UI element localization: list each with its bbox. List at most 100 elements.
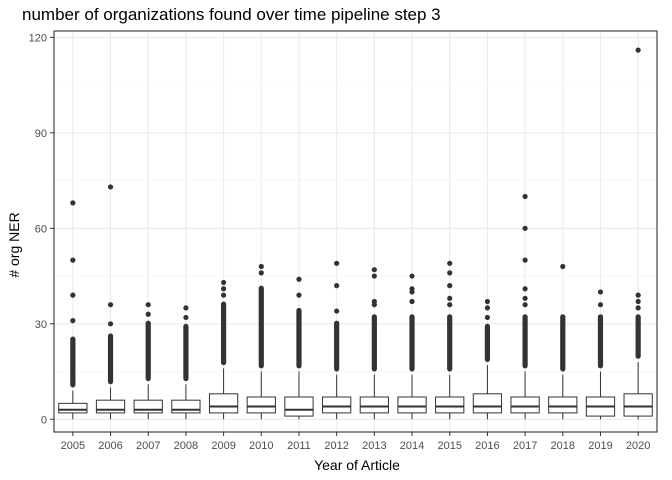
- outlier-point: [597, 302, 604, 308]
- outlier-point: [107, 321, 114, 327]
- x-tick-label: 2011: [287, 440, 311, 452]
- x-tick-label: 2009: [211, 440, 235, 452]
- box-iqr: [435, 396, 465, 414]
- outlier-point: [107, 302, 114, 308]
- outlier-cluster: [107, 333, 114, 385]
- x-tick-label: 2005: [61, 440, 85, 452]
- box-iqr: [58, 402, 88, 414]
- box-iqr: [133, 399, 163, 414]
- x-tick-label: 2006: [98, 440, 122, 452]
- x-tick-label: 2007: [136, 440, 160, 452]
- outlier-point: [409, 286, 415, 292]
- chart-title: number of organizations found over time …: [22, 5, 441, 24]
- outlier-point: [220, 292, 227, 298]
- outlier-point: [258, 270, 264, 276]
- x-tick-label: 2020: [626, 440, 650, 452]
- x-axis-title: Year of Article: [314, 457, 400, 473]
- outlier-point: [447, 270, 453, 276]
- outlier-point: [635, 298, 641, 305]
- y-tick-label: 120: [29, 32, 47, 44]
- box-iqr: [397, 396, 427, 414]
- x-tick-label: 2015: [437, 440, 461, 452]
- box-iqr: [548, 396, 578, 414]
- y-tick-label: 60: [35, 223, 47, 235]
- box-iqr: [322, 396, 352, 414]
- outlier-point: [484, 314, 491, 321]
- outlier-point: [70, 292, 76, 298]
- outlier-cluster: [484, 323, 491, 362]
- outlier-point: [447, 260, 453, 266]
- outlier-point: [522, 193, 528, 200]
- box-iqr: [208, 393, 239, 414]
- outlier-point: [70, 200, 76, 206]
- box-iqr: [171, 399, 201, 414]
- x-tick-label: 2008: [174, 440, 198, 452]
- outlier-point: [296, 276, 302, 282]
- x-tick-label: 2010: [249, 440, 273, 452]
- outlier-point: [371, 298, 377, 305]
- outlier-point: [522, 286, 528, 292]
- x-tick-label: 2016: [475, 440, 499, 452]
- y-tick-label: 30: [35, 319, 47, 331]
- outlier-point: [522, 302, 528, 308]
- box-iqr: [284, 396, 314, 417]
- x-tick-label: 2013: [362, 440, 386, 452]
- outlier-point: [220, 286, 227, 292]
- outlier-cluster: [371, 314, 377, 372]
- box-iqr: [246, 396, 276, 414]
- outlier-point: [296, 292, 302, 298]
- outlier-point: [145, 302, 151, 308]
- y-tick-label: 90: [35, 128, 47, 140]
- outlier-point: [70, 318, 76, 324]
- outlier-cluster: [70, 336, 76, 388]
- outlier-cluster: [409, 314, 415, 372]
- outlier-point: [409, 298, 415, 305]
- outlier-cluster: [220, 301, 227, 366]
- outlier-point: [107, 184, 114, 190]
- outlier-point: [409, 273, 415, 279]
- outlier-point: [70, 257, 76, 263]
- outlier-point: [635, 292, 641, 298]
- outlier-point: [560, 263, 566, 270]
- outlier-cluster: [447, 314, 453, 372]
- x-tick-label: 2018: [551, 440, 575, 452]
- x-tick-label: 2019: [588, 440, 612, 452]
- x-tick-label: 2017: [513, 440, 537, 452]
- outlier-cluster: [597, 314, 604, 369]
- outlier-point: [258, 263, 264, 270]
- x-tick-label: 2014: [400, 440, 424, 452]
- y-axis-title: # org NER: [6, 212, 22, 277]
- panel-border: [53, 30, 658, 433]
- box-iqr: [510, 396, 540, 414]
- outlier-point: [447, 295, 453, 301]
- outlier-point: [522, 257, 528, 263]
- box-iqr: [623, 393, 653, 417]
- plot-area: 0 30 60 90 120 2005 2006 2007 2008 2009 2010 2011 20…: [29, 30, 658, 452]
- outlier-point: [522, 225, 528, 231]
- outlier-point: [334, 308, 340, 314]
- outlier-point: [183, 305, 189, 311]
- outlier-point: [145, 311, 151, 317]
- x-tick-label: 2012: [324, 440, 348, 452]
- outlier-cluster: [522, 314, 528, 369]
- outlier-cluster: [635, 314, 641, 359]
- box-iqr: [95, 399, 126, 414]
- y-tick-label: 0: [41, 414, 47, 426]
- outlier-point: [371, 273, 377, 279]
- outlier-point: [447, 302, 453, 308]
- panel-background: [54, 31, 657, 432]
- outlier-point: [484, 298, 491, 305]
- outlier-cluster: [296, 307, 302, 369]
- outlier-cluster: [258, 285, 264, 369]
- outlier-point: [597, 289, 604, 295]
- outlier-cluster: [334, 320, 340, 372]
- outlier-point: [183, 314, 189, 321]
- outlier-point: [635, 47, 641, 53]
- outlier-cluster: [560, 314, 566, 372]
- outlier-point: [334, 283, 340, 289]
- outlier-cluster: [183, 323, 189, 382]
- box-iqr: [472, 393, 503, 414]
- outlier-point: [635, 305, 641, 311]
